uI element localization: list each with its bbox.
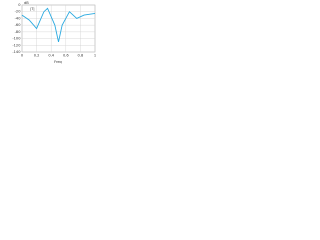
- y-tick-label: -60: [15, 23, 22, 27]
- x-tick-label: 0.4: [48, 54, 54, 58]
- y-tick-label: 0: [18, 3, 21, 7]
- line: [21, 7, 96, 43]
- x-tick-label: 0.8: [78, 54, 84, 58]
- plot-area: [21, 4, 96, 53]
- y-tick-label: -80: [15, 30, 22, 34]
- y-tick-label: -40: [15, 16, 22, 20]
- y-axis-label: dB: [24, 1, 29, 5]
- x-tick-label: 0: [21, 54, 24, 58]
- y-tick-label: -100: [12, 37, 21, 41]
- x-tick-label: 0.2: [34, 54, 40, 58]
- x-axis-label: Freq: [54, 60, 62, 64]
- annotation: |T|: [30, 7, 35, 11]
- y-tick-label: -120: [12, 43, 21, 47]
- x-tick-label: 0.6: [63, 54, 69, 58]
- page: dB Freq |T| 0 -20 -40 -60 -80 -100 -120 -140 0 0.…: [0, 0, 100, 65]
- y-tick-label: -20: [15, 10, 22, 14]
- x-tick-label: 1: [94, 54, 96, 58]
- y-tick-label: -140: [12, 50, 21, 54]
